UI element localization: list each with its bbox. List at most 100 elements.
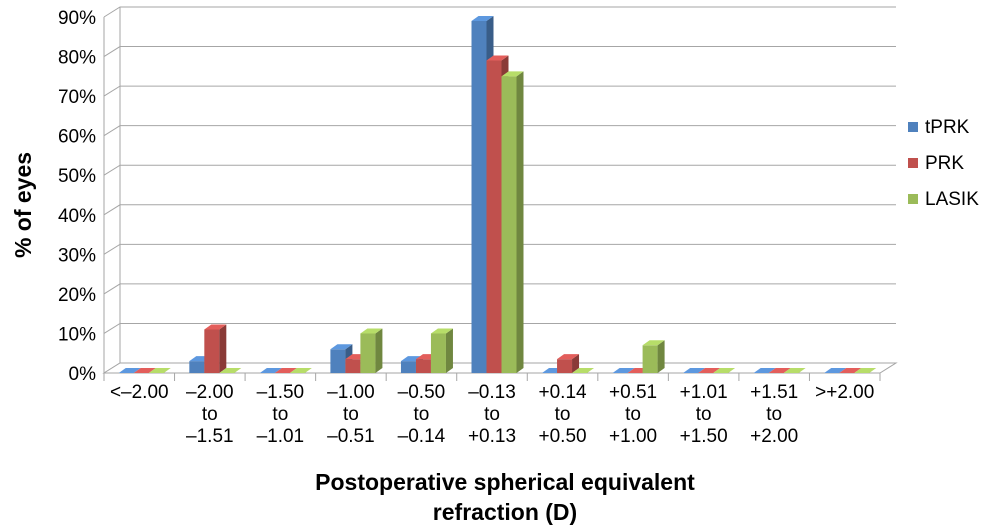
bar-front	[400, 361, 416, 373]
bar-front	[330, 349, 346, 373]
bar-side	[657, 340, 665, 373]
x-category-label: +1.50	[680, 426, 728, 447]
bar-front	[345, 359, 361, 373]
bar-tprk	[612, 368, 635, 373]
bar-lasik	[713, 368, 736, 373]
y-tick-label: 20%	[58, 285, 96, 306]
bar-side	[445, 328, 453, 373]
bar-prk	[204, 324, 227, 373]
legend-swatch-prk	[908, 158, 918, 168]
x-category-label: to	[625, 404, 641, 425]
bar-front	[557, 359, 573, 373]
x-category-label: –1.01	[257, 426, 305, 447]
bar-top	[204, 324, 227, 330]
bar-front	[360, 333, 376, 373]
bar-top	[501, 71, 524, 77]
bar-top	[360, 328, 383, 334]
x-category-label: –2.00	[186, 382, 234, 403]
bar-top	[289, 368, 312, 373]
y-tick-label: 90%	[58, 8, 96, 29]
legend-swatch-tprk	[908, 122, 918, 132]
x-category-label: –0.13	[468, 382, 516, 403]
x-category-label: to	[202, 404, 218, 425]
x-category-label: +0.50	[539, 426, 587, 447]
bar-tprk	[118, 368, 141, 373]
bar-front	[501, 76, 517, 373]
bar-top	[471, 15, 494, 21]
bar-front	[642, 345, 658, 373]
bar-top	[274, 368, 297, 373]
bar-lasik	[572, 368, 595, 373]
bar-top	[783, 368, 806, 373]
x-category-label: +2.00	[750, 426, 798, 447]
bar-top	[219, 368, 242, 373]
legend-label-prk: PRK	[925, 153, 964, 174]
bar-prk	[557, 354, 580, 373]
bar-top	[753, 368, 776, 373]
bar-prk	[698, 368, 721, 373]
y-tick-label: 40%	[58, 206, 96, 227]
x-category-label: –1.51	[186, 426, 234, 447]
x-category-label: –0.50	[398, 382, 446, 403]
y-tick-label: 10%	[58, 324, 96, 345]
x-category-label: +0.13	[468, 426, 516, 447]
bar-front	[415, 359, 431, 373]
gridlines	[103, 6, 896, 374]
y-tick-label: 80%	[58, 48, 96, 69]
bar-top	[330, 344, 353, 350]
bar-top	[572, 368, 595, 373]
bar-tprk	[753, 368, 776, 373]
bar-top	[768, 368, 791, 373]
x-category-label: to	[766, 404, 782, 425]
bar-front	[430, 333, 446, 373]
bar-front	[189, 361, 205, 373]
bar-top	[698, 368, 721, 373]
bar-lasik	[642, 340, 665, 373]
y-tick-label: 30%	[58, 245, 96, 266]
gridline	[103, 6, 896, 18]
x-axis-ticks: <–2.00 –2.00to–1.51–1.50to–1.01–1.00to–0.…	[110, 382, 874, 447]
bar-front	[204, 329, 220, 373]
bar-lasik	[219, 368, 242, 373]
bar-side	[375, 328, 383, 373]
x-category-label: to	[555, 404, 571, 425]
x-category-label: +1.00	[609, 426, 657, 447]
x-category-label: +0.51	[609, 382, 657, 403]
y-tick-label: 0%	[69, 364, 97, 385]
bar-lasik	[289, 368, 312, 373]
bars	[118, 15, 877, 374]
bar-top	[642, 340, 665, 346]
x-category-label: to	[696, 404, 712, 425]
x-category-label: <–2.00	[110, 382, 169, 403]
y-tick-label: 60%	[58, 127, 96, 148]
bar-prk	[768, 368, 791, 373]
x-category-label: >+2.00	[815, 382, 874, 403]
x-category-label: to	[343, 404, 359, 425]
y-axis-ticks: 0% 10% 20% 30% 40% 50% 60% 70% 80% 90%	[58, 8, 96, 385]
bar-front	[486, 60, 502, 374]
y-tick-label: 50%	[58, 166, 96, 187]
bar-lasik	[854, 368, 877, 373]
x-category-label: +1.51	[750, 382, 798, 403]
legend-label-tprk: tPRK	[925, 117, 970, 138]
bar-top	[486, 55, 509, 61]
x-axis-title-line-2: refraction (D)	[433, 499, 577, 525]
bar-top	[259, 368, 282, 373]
bar-prk	[133, 368, 156, 373]
bar-side	[219, 324, 227, 373]
x-category-label: to	[414, 404, 430, 425]
x-axis-title-line-1: Postoperative spherical equivalent	[315, 469, 695, 495]
y-tick-label: 70%	[58, 87, 96, 108]
bar-top	[148, 368, 171, 373]
x-category-label: –1.50	[257, 382, 305, 403]
bar-top	[854, 368, 877, 373]
x-category-label: to	[272, 404, 288, 425]
bar-top	[133, 368, 156, 373]
bar-prk	[839, 368, 862, 373]
bar-lasik	[148, 368, 171, 373]
bar-top	[713, 368, 736, 373]
x-category-label: +1.01	[680, 382, 728, 403]
bar-tprk	[259, 368, 282, 373]
y-axis-title: % of eyes	[10, 152, 36, 258]
